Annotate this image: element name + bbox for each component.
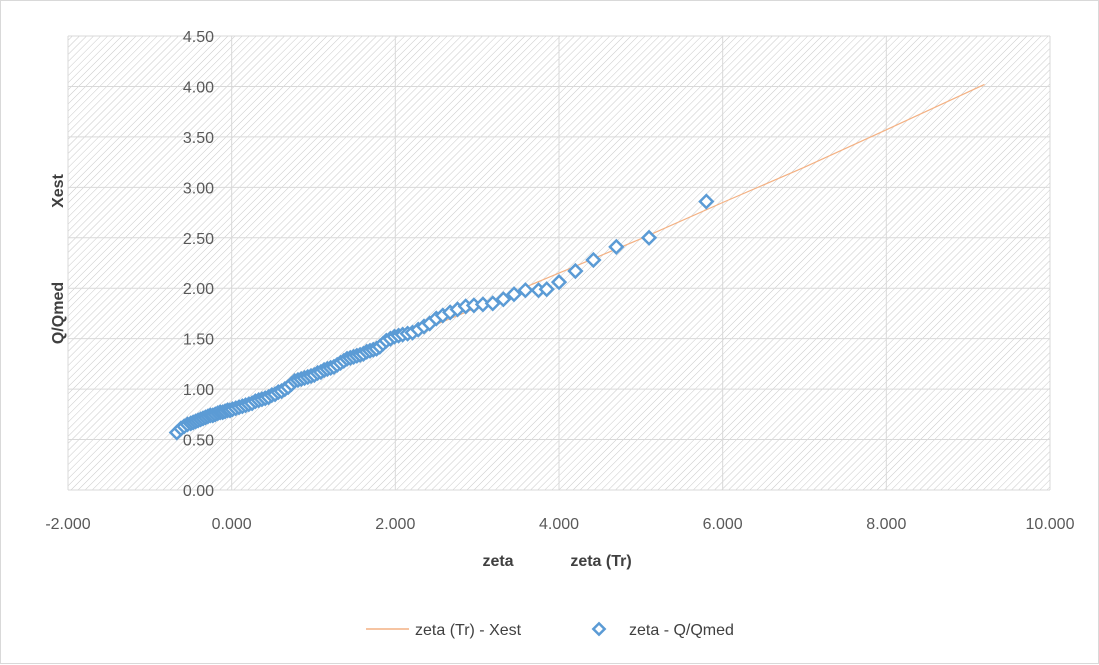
scatter-point <box>550 274 568 291</box>
y-tick-label: 3.50 <box>183 130 214 147</box>
y-tick-label: 4.00 <box>183 79 214 96</box>
y-axis-ticks: 0.00 0.50 1.00 1.50 2.00 2.50 3.00 3.50 4.00 4.50 <box>183 29 214 500</box>
legend-label-markers: zeta - Q/Qmed <box>629 622 734 639</box>
y-tick-label: 0.00 <box>183 483 214 500</box>
y-tick-label: 1.00 <box>183 382 214 399</box>
scatter-point <box>640 229 658 246</box>
y-tick-label: 1.50 <box>183 332 214 349</box>
scatter-point <box>495 291 512 308</box>
y-tick-label: 3.00 <box>183 180 214 197</box>
y-axis-title-1: Xest <box>50 173 67 207</box>
gridlines <box>67 35 1051 491</box>
x-axis-ticks: -2.000 0.000 2.000 4.000 6.000 8.000 10.000 <box>45 516 1074 533</box>
y-tick-label: 2.00 <box>183 281 214 298</box>
scatter-point <box>585 251 602 269</box>
series-markers-group <box>168 193 715 441</box>
x-tick-label: 6.000 <box>703 516 743 533</box>
x-tick-label: 2.000 <box>375 516 415 533</box>
scatter-point <box>474 296 492 313</box>
legend-label-line: zeta (Tr) - Xest <box>415 622 522 639</box>
x-axis-title-1: zeta <box>482 553 513 570</box>
x-tick-label: 8.000 <box>866 516 906 533</box>
x-tick-label: 10.000 <box>1026 516 1075 533</box>
scatter-point <box>567 262 584 280</box>
x-tick-label: 4.000 <box>539 516 579 533</box>
scatter-point <box>505 286 523 303</box>
y-tick-label: 4.50 <box>183 29 214 46</box>
y-tick-label: 2.50 <box>183 231 214 248</box>
x-tick-label: 0.000 <box>212 516 252 533</box>
x-axis-title-2: zeta (Tr) <box>570 553 631 570</box>
legend-marker-swatch <box>591 621 607 637</box>
y-tick-label: 0.50 <box>183 433 214 450</box>
scatter-point <box>517 282 534 299</box>
legend: zeta (Tr) - Xest zeta - Q/Qmed <box>366 621 734 639</box>
scatter-point <box>538 281 555 298</box>
scatter-point <box>608 238 625 255</box>
x-tick-label: -2.000 <box>45 516 90 533</box>
scatter-point <box>484 295 501 312</box>
scatter-point <box>698 193 715 210</box>
y-axis-title-2: Q/Qmed <box>50 282 67 344</box>
